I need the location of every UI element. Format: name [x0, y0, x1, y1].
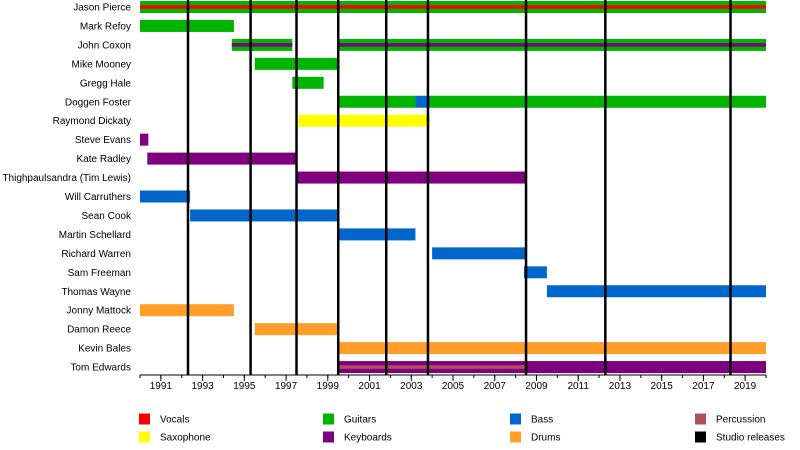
member-label-sean-cook: Sean Cook [82, 211, 132, 222]
x-tick-label-2017: 2017 [692, 381, 715, 392]
legend-swatch-keyboards [323, 431, 334, 443]
x-tick-label-1993: 1993 [191, 381, 214, 392]
legend-label-drums: Drums [531, 433, 560, 444]
bar-will-carruthers-bass-0 [140, 190, 191, 203]
x-tick-label-2001: 2001 [358, 381, 381, 392]
overlay-jason-pierce-vocals-0 [140, 5, 766, 9]
member-bars [140, 1, 766, 374]
bar-thomas-wayne-bass-0 [546, 285, 766, 298]
legend-swatch-drums [510, 431, 521, 443]
x-tick-label-1995: 1995 [233, 381, 256, 392]
x-tick-label-2003: 2003 [400, 381, 423, 392]
studio-release-lines [186, 0, 732, 375]
bar-thighpaulsandra-tim-lewis-keyboards-0 [296, 171, 527, 184]
bar-tom-edwards-keyboards-0 [338, 361, 766, 374]
bar-kevin-bales-drums-0 [338, 342, 766, 355]
member-label-jason-pierce: Jason Pierce [73, 3, 131, 14]
member-label-john-coxon: John Coxon [78, 40, 131, 51]
x-tick-label-2015: 2015 [651, 381, 674, 392]
legend-label-percussion: Percussion [716, 415, 765, 426]
legend-label-saxophone: Saxophone [160, 433, 211, 444]
bar-raymond-dickaty-saxophone-0 [298, 114, 431, 127]
bar-martin-schellard-bass-0 [338, 228, 416, 241]
member-label-mike-mooney: Mike Mooney [72, 59, 131, 70]
member-label-will-carruthers: Will Carruthers [65, 192, 131, 203]
overlay-tom-edwards-percussion-0 [338, 365, 527, 369]
x-tick-label-2013: 2013 [609, 381, 632, 392]
x-tick-label-1997: 1997 [275, 381, 298, 392]
member-label-gregg-hale: Gregg Hale [80, 78, 132, 89]
bar-doggen-foster-guitars-0 [338, 95, 416, 108]
legend-swatch-percussion [695, 413, 706, 425]
legend-label-keyboards: Keyboards [344, 433, 392, 444]
x-tick-label-2007: 2007 [484, 381, 507, 392]
bar-gregg-hale-guitars-0 [292, 76, 324, 89]
bar-sam-freeman-bass-0 [523, 266, 547, 279]
member-label-mark-refoy: Mark Refoy [80, 21, 131, 32]
legend-label-vocals: Vocals [160, 415, 189, 426]
overlay-john-coxon-keyboards-0 [231, 43, 293, 47]
member-label-thighpaulsandra-tim-lewis: Thighpaulsandra (Tim Lewis) [2, 173, 131, 184]
member-label-richard-warren: Richard Warren [61, 249, 131, 260]
legend-label-studio-releases: Studio releases [716, 433, 785, 444]
bar-doggen-foster-bass-1 [415, 95, 431, 108]
legend: Vocals Saxophone Guitars Keyboards Bass Drums… [139, 413, 785, 444]
member-label-tom-edwards: Tom Edwards [70, 363, 131, 374]
legend-label-guitars: Guitars [344, 415, 376, 426]
x-tick-label-2019: 2019 [734, 381, 757, 392]
x-tick-label-1999: 1999 [317, 381, 340, 392]
member-label-jonny-mattock: Jonny Mattock [67, 306, 132, 317]
member-label-raymond-dickaty: Raymond Dickaty [53, 116, 131, 127]
bar-steve-evans-keyboards-0 [140, 133, 149, 146]
x-tick-label-2009: 2009 [525, 381, 548, 392]
legend-swatch-guitars [323, 413, 334, 425]
x-tick-label-1991: 1991 [150, 381, 173, 392]
bar-richard-warren-bass-0 [432, 247, 527, 260]
member-label-kate-radley: Kate Radley [77, 154, 131, 165]
bar-sean-cook-bass-0 [190, 209, 339, 222]
bar-kate-radley-keyboards-0 [147, 152, 297, 165]
member-overlays [140, 5, 766, 369]
member-label-thomas-wayne: Thomas Wayne [61, 287, 131, 298]
legend-swatch-bass [510, 413, 521, 425]
legend-label-bass: Bass [531, 415, 553, 426]
member-label-sam-freeman: Sam Freeman [68, 268, 131, 279]
x-tick-label-2005: 2005 [442, 381, 465, 392]
legend-swatch-vocals [139, 413, 150, 425]
overlay-john-coxon-keyboards-1 [338, 43, 766, 47]
member-label-martin-schellard: Martin Schellard [59, 230, 131, 241]
member-labels: Jason Pierce Mark Refoy John Coxon Mike Moo… [2, 3, 132, 374]
x-axis: 1991 1993 1995 1997 1999 2001 2003 2005 2007 2009… [139, 374, 767, 392]
member-label-damon-reece: Damon Reece [67, 325, 131, 336]
legend-swatch-studio-releases [695, 431, 706, 443]
x-tick-label-2011: 2011 [567, 381, 589, 392]
legend-swatch-saxophone [139, 431, 150, 443]
member-label-kevin-bales: Kevin Bales [78, 344, 131, 355]
bar-doggen-foster-guitars-2 [430, 95, 766, 108]
member-label-steve-evans: Steve Evans [75, 135, 131, 146]
member-label-doggen-foster: Doggen Foster [65, 97, 132, 108]
